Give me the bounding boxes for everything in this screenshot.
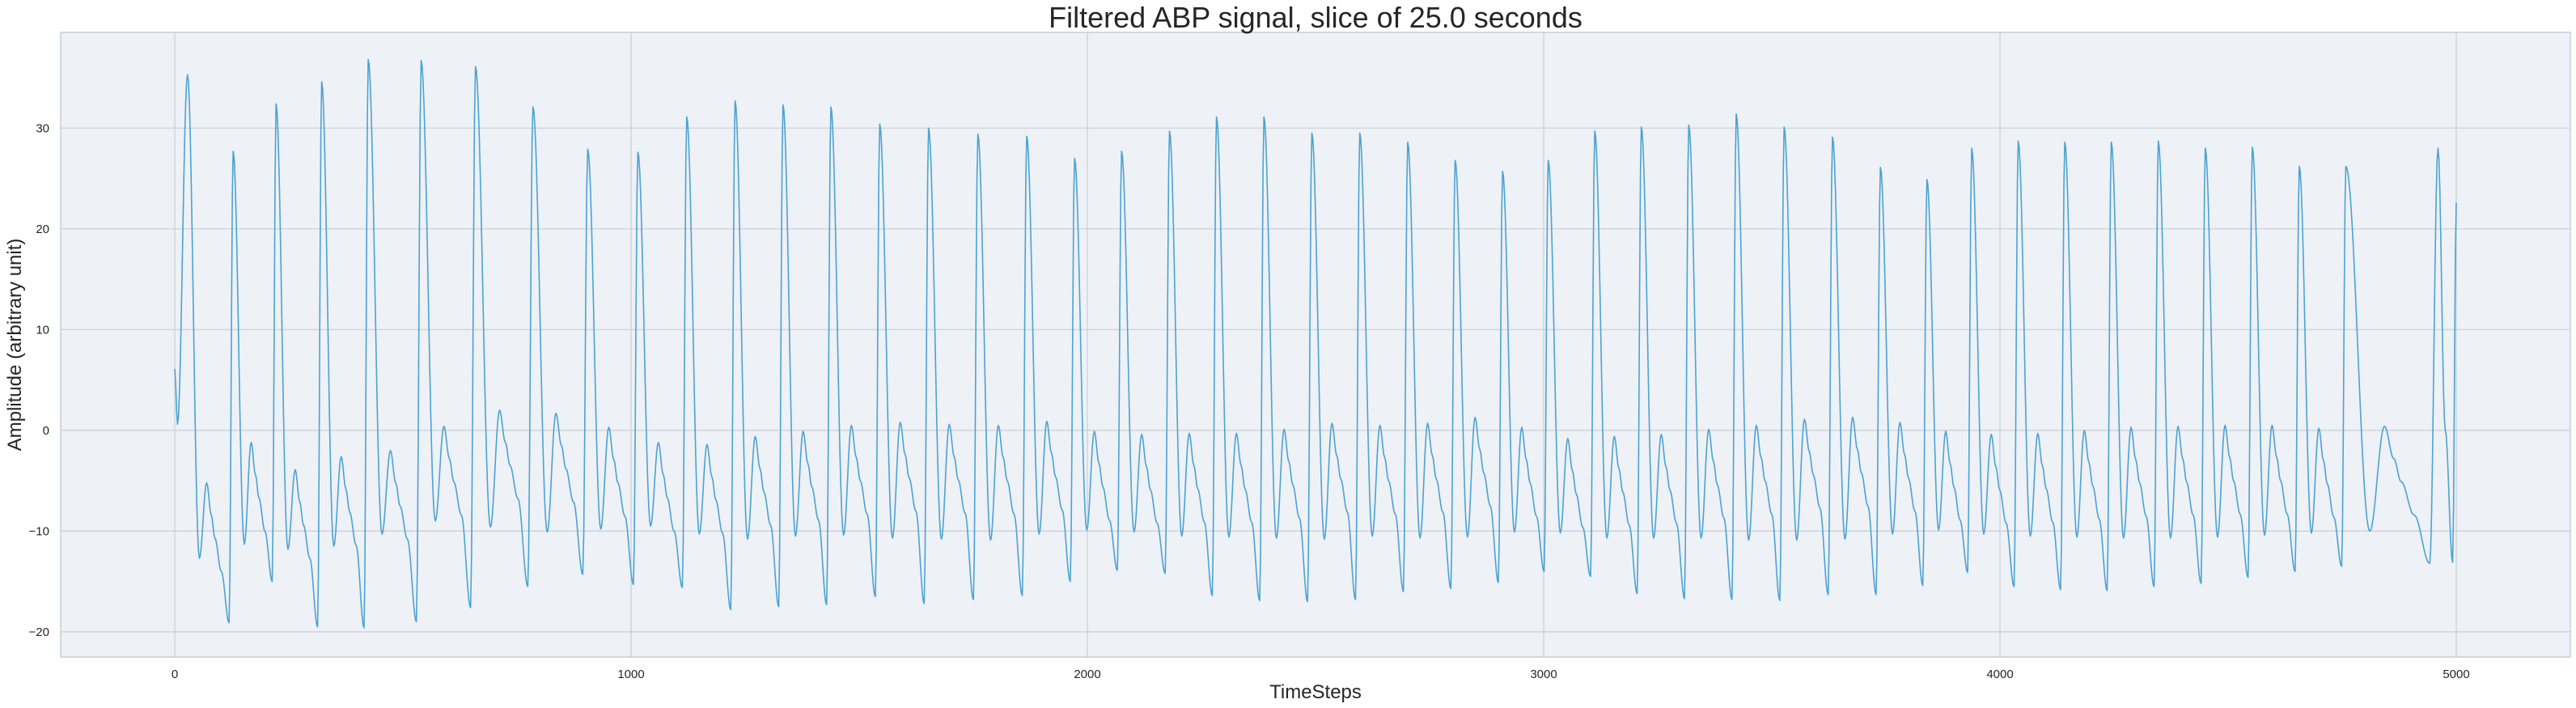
x-tick-label: 1000 <box>617 668 644 681</box>
tick-labels: 0 1000 2000 3000 4000 5000 −20 −10 0 10 20 30 <box>29 121 2470 681</box>
x-axis-label: TimeSteps <box>1269 681 1362 703</box>
y-tick-label: −10 <box>29 524 49 538</box>
y-tick-label: −20 <box>29 625 49 639</box>
y-tick-label: 20 <box>36 223 49 236</box>
line-layer <box>174 58 2457 629</box>
plot-area <box>60 32 2571 658</box>
chart-title: Filtered ABP signal, slice of 25.0 secon… <box>1049 1 1582 34</box>
x-tick-label: 5000 <box>2443 668 2469 681</box>
x-tick-label: 0 <box>172 668 178 681</box>
x-tick-label: 2000 <box>1074 668 1100 681</box>
y-tick-label: 30 <box>36 121 49 135</box>
y-tick-label: 0 <box>43 424 49 438</box>
x-tick-label: 3000 <box>1530 668 1557 681</box>
abp-signal-line <box>174 58 2457 629</box>
y-axis-label: Amplitude (arbitrary unit) <box>4 239 26 452</box>
x-tick-label: 4000 <box>1986 668 2013 681</box>
y-tick-label: 10 <box>36 323 49 337</box>
